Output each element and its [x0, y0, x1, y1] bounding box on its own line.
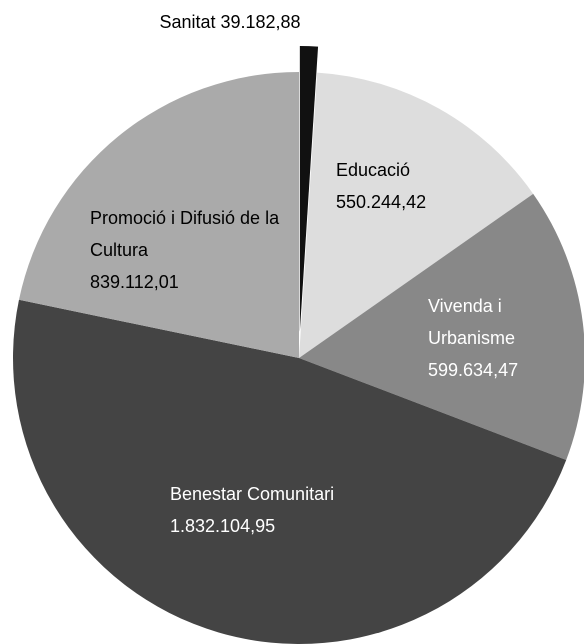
value-label: 39.182,88: [220, 12, 301, 32]
slice-label: Vivenda i Urbanisme 599.634,47: [428, 290, 558, 386]
slice-label: Promoció i Difusió de la Cultura 839.112,…: [90, 202, 290, 298]
pie-slice: [13, 299, 567, 644]
category-label: Vivenda i Urbanisme: [428, 296, 516, 348]
pie-slice: [18, 72, 299, 358]
category-label: Benestar Comunitari: [170, 484, 335, 504]
pie-slice: [299, 72, 534, 359]
slice-label: Benestar Comunitari 1.832.104,95: [170, 478, 420, 542]
category-label: Promoció i Difusió de la Cultura: [90, 208, 280, 260]
pie-slice: [299, 46, 319, 333]
value-label: 839.112,01: [90, 272, 179, 292]
category-label: Sanitat: [159, 12, 216, 32]
pie-slice: [299, 193, 584, 460]
slice-label: Educació 550.244,42: [336, 154, 466, 218]
slice-label: Sanitat 39.182,88: [130, 6, 330, 38]
value-label: 599.634,47: [428, 360, 519, 380]
value-label: 1.832.104,95: [170, 516, 276, 536]
value-label: 550.244,42: [336, 192, 427, 212]
category-label: Educació: [336, 160, 411, 180]
